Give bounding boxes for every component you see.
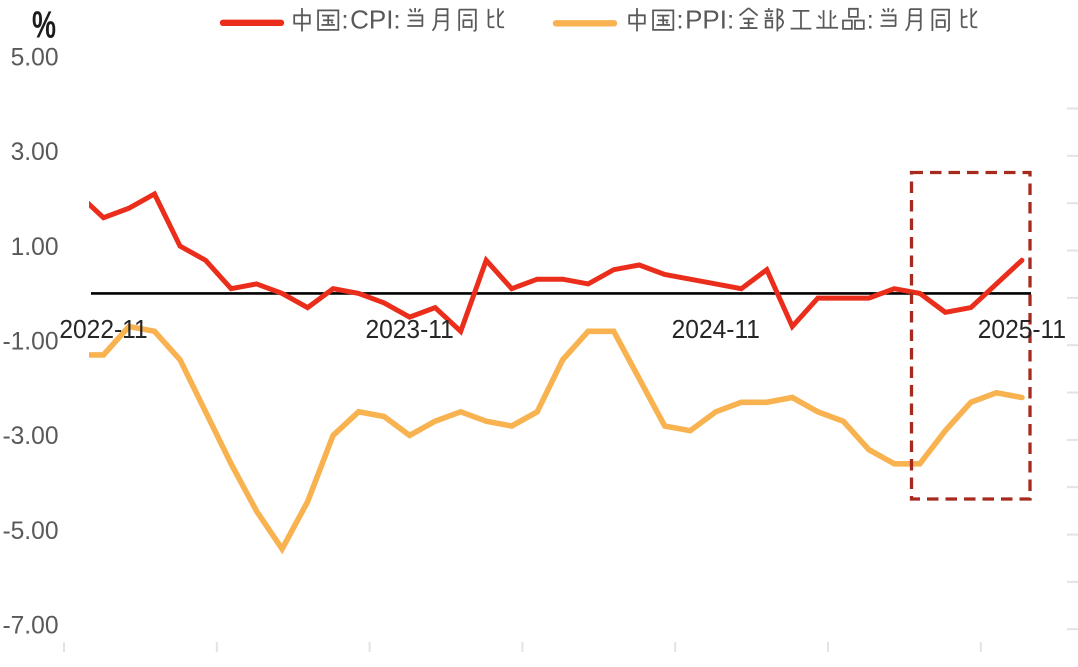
svg-text:1.00: 1.00 — [11, 234, 59, 261]
svg-text::: : — [867, 4, 874, 34]
svg-text:2022-11: 2022-11 — [59, 315, 147, 344]
svg-text:-5.00: -5.00 — [2, 518, 58, 545]
svg-text:%: % — [32, 5, 56, 47]
svg-text::: : — [393, 4, 400, 34]
svg-text:2023-11: 2023-11 — [365, 315, 453, 344]
svg-text:-7.00: -7.00 — [2, 613, 58, 640]
svg-text:5.00: 5.00 — [11, 44, 59, 71]
svg-text::: : — [727, 4, 734, 34]
svg-text::: : — [676, 4, 683, 34]
svg-text:CPI: CPI — [350, 4, 393, 34]
svg-text::: : — [341, 4, 348, 34]
svg-text:3.00: 3.00 — [11, 139, 59, 166]
svg-text:2024-11: 2024-11 — [672, 315, 760, 344]
svg-text:-1.00: -1.00 — [2, 328, 58, 355]
svg-text:2025-11: 2025-11 — [978, 315, 1066, 344]
svg-text:PPI: PPI — [685, 4, 727, 34]
svg-text:-3.00: -3.00 — [2, 423, 58, 450]
